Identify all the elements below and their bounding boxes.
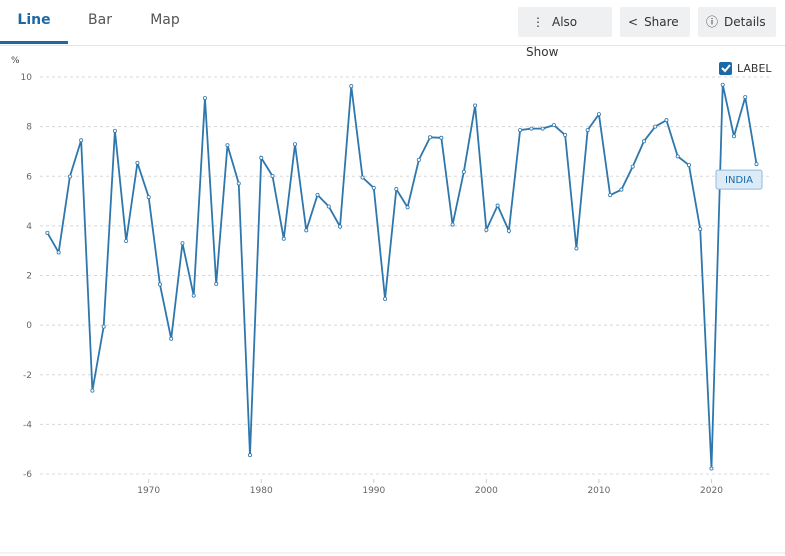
x-tick-label: 2010	[587, 486, 610, 496]
point	[191, 293, 196, 298]
point	[146, 195, 151, 200]
point	[259, 155, 264, 160]
point	[754, 162, 759, 167]
point	[596, 112, 601, 117]
point	[608, 193, 613, 198]
point	[563, 133, 568, 138]
tab-bar[interactable]: Bar	[88, 12, 112, 28]
point	[214, 281, 219, 286]
share-button[interactable]: < Share	[620, 7, 690, 37]
button-label: Also Show	[526, 15, 578, 59]
point	[619, 187, 624, 192]
point	[360, 175, 365, 180]
point	[56, 250, 61, 255]
point	[225, 143, 230, 148]
point	[326, 204, 331, 209]
point	[304, 228, 309, 233]
checkmark	[721, 64, 731, 73]
point	[529, 126, 534, 131]
point	[653, 124, 658, 129]
tab-line[interactable]: Line	[0, 0, 68, 44]
point	[405, 205, 410, 210]
also-show-button[interactable]: ⋮ Also Show	[518, 7, 612, 59]
point	[45, 230, 50, 235]
point	[698, 227, 703, 232]
y-tick-label: 2	[26, 272, 32, 282]
point	[67, 174, 72, 179]
point	[349, 84, 354, 89]
point	[473, 103, 478, 108]
point	[394, 187, 399, 192]
point	[428, 135, 433, 140]
point	[236, 181, 241, 186]
point	[157, 282, 162, 287]
y-tick-label: 0	[26, 321, 32, 331]
point	[124, 239, 129, 244]
point	[686, 163, 691, 168]
point	[495, 203, 500, 208]
x-tick-label: 1990	[362, 486, 385, 496]
point	[371, 185, 376, 190]
x-tick-label: 2020	[700, 486, 723, 496]
point	[585, 128, 590, 133]
point	[461, 169, 466, 174]
details-button[interactable]: ⓘ Details	[698, 7, 776, 37]
point	[247, 453, 252, 458]
y-unit: %	[11, 56, 20, 66]
label-checkbox[interactable]	[719, 62, 732, 75]
button-label: Details	[724, 15, 766, 29]
y-tick-label: 6	[26, 172, 32, 182]
point	[675, 154, 680, 159]
x-tick-label: 1980	[250, 486, 273, 496]
x-tick-label: 1970	[137, 486, 160, 496]
y-tick-label: 10	[21, 73, 33, 83]
point	[630, 164, 635, 169]
y-tick-label: -2	[23, 371, 32, 381]
point	[574, 246, 579, 251]
point	[315, 192, 320, 197]
point	[416, 157, 421, 162]
x-tick-label: 2000	[475, 486, 498, 496]
point	[90, 388, 95, 393]
point	[518, 128, 523, 133]
y-tick-label: -6	[23, 470, 32, 480]
point	[135, 160, 140, 165]
y-tick-label: -4	[23, 420, 32, 430]
series-label-box	[715, 169, 763, 190]
point	[720, 82, 725, 87]
point	[281, 236, 286, 241]
y-tick-label: 8	[26, 123, 32, 133]
point	[101, 324, 106, 329]
point	[293, 142, 298, 147]
point	[743, 95, 748, 100]
point	[641, 139, 646, 144]
point	[484, 227, 489, 232]
chart: % LABEL -6 -4 -2 0 2 4 6 8 10 1970 1980 1990 2000 201…	[0, 56, 785, 554]
point	[709, 466, 714, 471]
tab-map[interactable]: Map	[150, 12, 180, 28]
point	[202, 96, 207, 101]
point	[551, 123, 556, 128]
point	[664, 118, 669, 123]
point	[383, 296, 388, 301]
point	[338, 224, 343, 229]
toggle-label[interactable]: LABEL	[737, 62, 772, 75]
series-line	[46, 84, 758, 469]
point	[112, 128, 117, 133]
point	[169, 336, 174, 341]
tab-divider	[0, 45, 785, 46]
button-label: Share	[644, 15, 679, 29]
point	[270, 174, 275, 179]
series-label: INDIA	[725, 175, 753, 186]
point	[180, 241, 185, 246]
point	[79, 138, 84, 143]
point	[540, 126, 545, 131]
point	[731, 134, 736, 139]
point	[450, 222, 455, 227]
point	[506, 228, 511, 233]
point	[439, 135, 444, 140]
y-tick-label: 4	[26, 222, 32, 232]
